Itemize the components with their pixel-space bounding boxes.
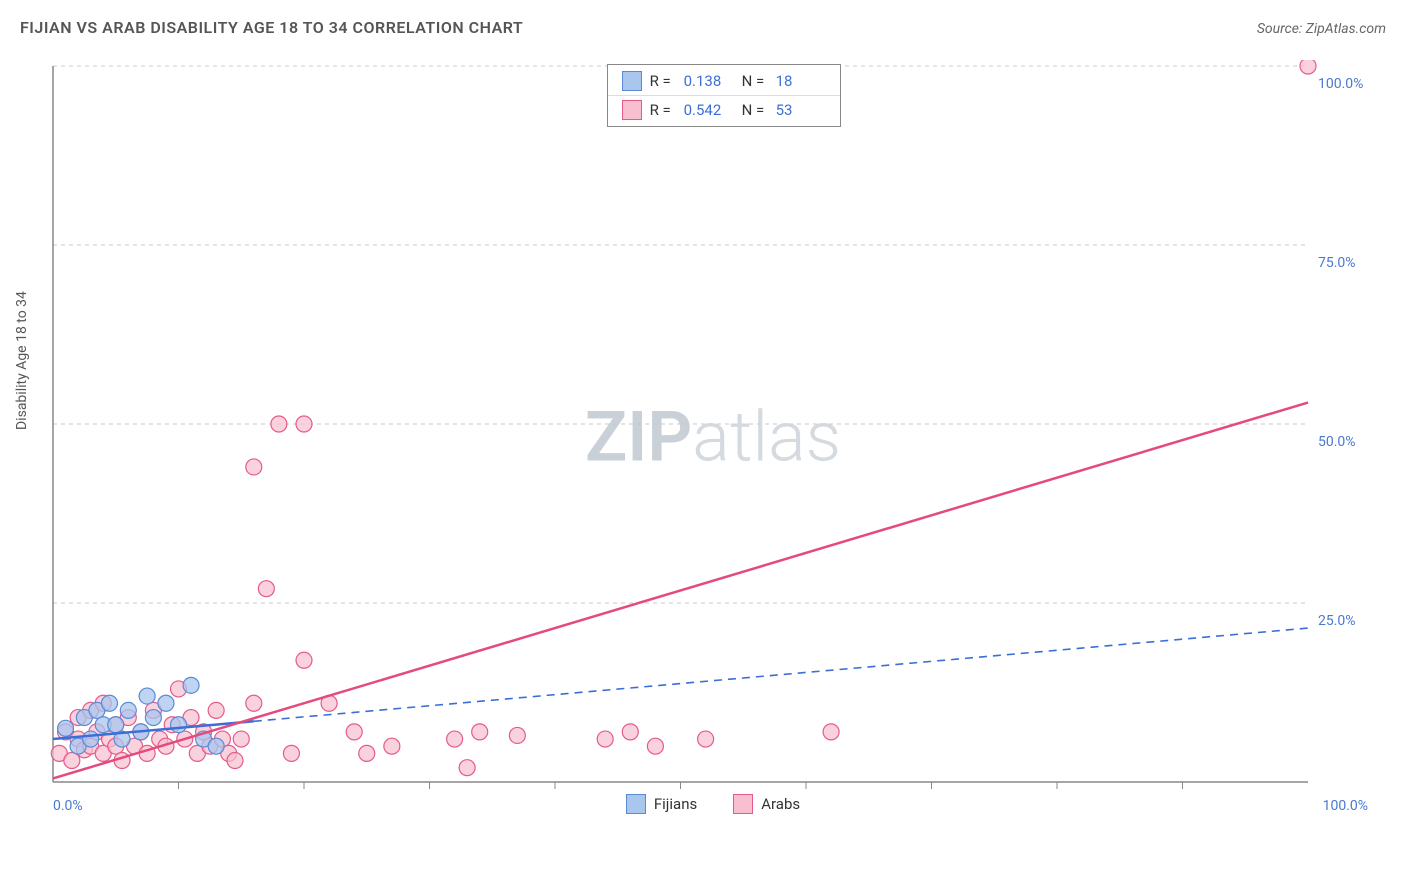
chart-title: FIJIAN VS ARAB DISABILITY AGE 18 TO 34 C… bbox=[20, 18, 523, 37]
correlation-stats-box: R = 0.138 N = 18 R = 0.542 N = 53 bbox=[607, 64, 841, 127]
svg-text:75.0%: 75.0% bbox=[1318, 255, 1356, 271]
plot-area: 25.0%50.0%75.0%100.0%ZIPatlas0.0%100.0% … bbox=[48, 60, 1378, 830]
svg-text:100.0%: 100.0% bbox=[1318, 76, 1363, 92]
title-row: FIJIAN VS ARAB DISABILITY AGE 18 TO 34 C… bbox=[20, 18, 1386, 37]
series-swatch bbox=[622, 100, 642, 120]
scatter-plot-svg: 25.0%50.0%75.0%100.0%ZIPatlas0.0%100.0% bbox=[48, 60, 1378, 830]
stat-r-label: R = bbox=[650, 101, 676, 119]
legend-label: Fijians bbox=[654, 795, 697, 813]
svg-text:ZIPatlas: ZIPatlas bbox=[585, 396, 841, 478]
stat-r-value: 0.542 bbox=[684, 101, 734, 119]
legend: Fijians Arabs bbox=[48, 794, 1378, 814]
stat-n-value: 53 bbox=[776, 101, 826, 119]
stat-r-label: R = bbox=[650, 72, 676, 90]
stat-n-label: N = bbox=[742, 72, 768, 90]
legend-item: Arabs bbox=[733, 794, 800, 814]
stat-n-label: N = bbox=[742, 101, 768, 119]
svg-text:25.0%: 25.0% bbox=[1318, 613, 1356, 629]
legend-swatch bbox=[733, 794, 753, 814]
legend-label: Arabs bbox=[761, 795, 800, 813]
stat-n-value: 18 bbox=[776, 72, 826, 90]
legend-swatch bbox=[626, 794, 646, 814]
series-swatch bbox=[622, 71, 642, 91]
chart-container: FIJIAN VS ARAB DISABILITY AGE 18 TO 34 C… bbox=[0, 0, 1406, 892]
stat-r-value: 0.138 bbox=[684, 72, 734, 90]
source-label: Source: ZipAtlas.com bbox=[1257, 21, 1386, 37]
y-axis-label: Disability Age 18 to 34 bbox=[14, 291, 30, 430]
stat-row: R = 0.138 N = 18 bbox=[608, 67, 840, 95]
svg-text:50.0%: 50.0% bbox=[1318, 434, 1356, 450]
legend-item: Fijians bbox=[626, 794, 697, 814]
stat-row: R = 0.542 N = 53 bbox=[608, 95, 840, 124]
